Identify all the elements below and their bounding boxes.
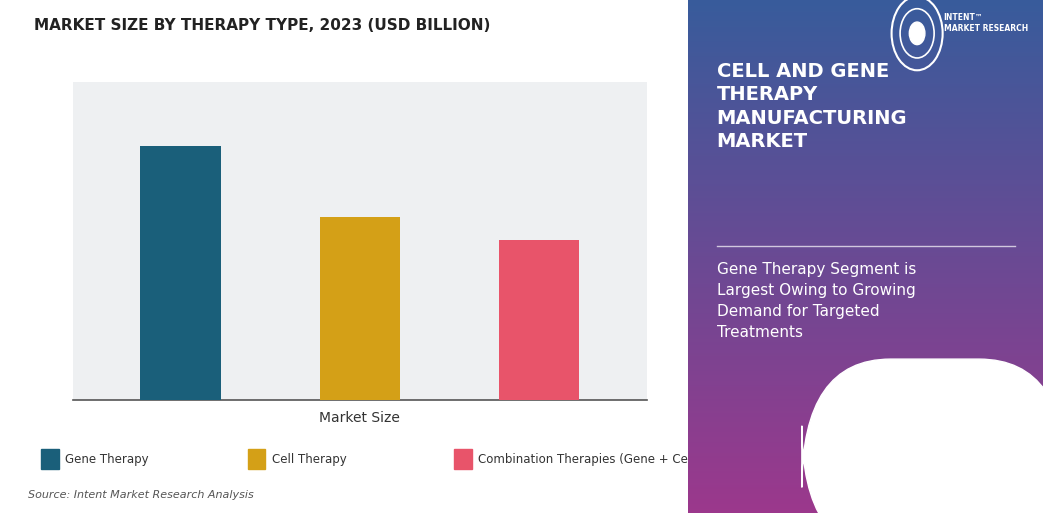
Bar bbox=[140, 146, 221, 400]
Text: Gene Therapy: Gene Therapy bbox=[66, 452, 149, 466]
Bar bbox=[42, 449, 58, 469]
FancyBboxPatch shape bbox=[802, 359, 1043, 513]
Bar bbox=[499, 240, 580, 400]
Bar bbox=[319, 217, 401, 400]
Text: MARKET SIZE BY THERAPY TYPE, 2023 (USD BILLION): MARKET SIZE BY THERAPY TYPE, 2023 (USD B… bbox=[34, 18, 491, 33]
Text: CELL AND GENE
THERAPY
MANUFACTURING
MARKET: CELL AND GENE THERAPY MANUFACTURING MARK… bbox=[717, 62, 907, 151]
Text: Combination Therapies (Gene + Cell): Combination Therapies (Gene + Cell) bbox=[479, 452, 700, 466]
Circle shape bbox=[909, 22, 925, 45]
X-axis label: Market Size: Market Size bbox=[319, 411, 401, 425]
Text: INTENT™
MARKET RESEARCH: INTENT™ MARKET RESEARCH bbox=[944, 13, 1028, 33]
Text: Source: Intent Market Research Analysis: Source: Intent Market Research Analysis bbox=[27, 490, 253, 500]
Text: Cell Therapy: Cell Therapy bbox=[272, 452, 346, 466]
Bar bbox=[248, 449, 265, 469]
Bar bbox=[455, 449, 471, 469]
Text: Gene Therapy Segment is
Largest Owing to Growing
Demand for Targeted
Treatments: Gene Therapy Segment is Largest Owing to… bbox=[717, 262, 916, 340]
